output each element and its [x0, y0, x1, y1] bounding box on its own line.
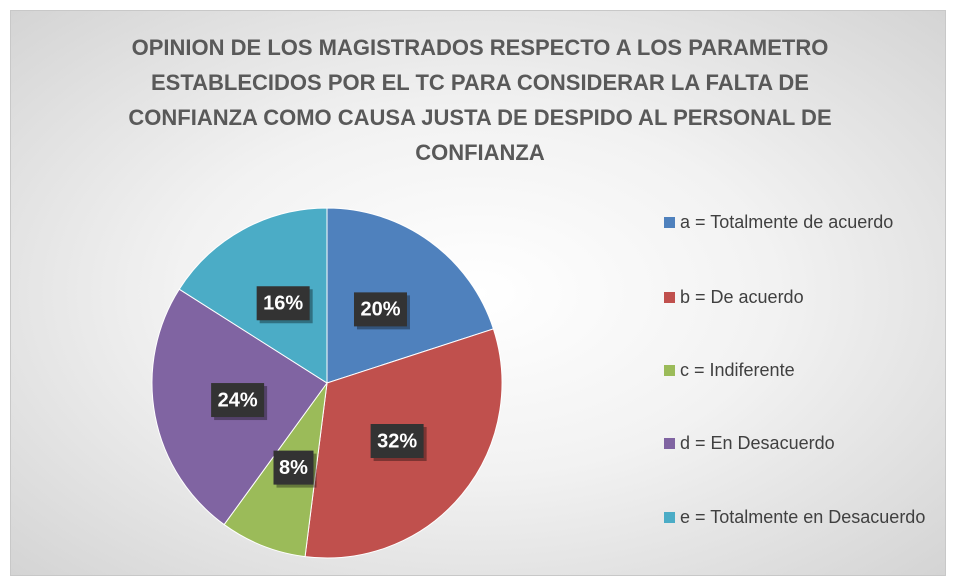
data-label: 24% — [211, 383, 268, 421]
legend-label: c = Indiferente — [680, 360, 795, 380]
data-label-text: 24% — [218, 389, 258, 411]
data-label-box — [370, 424, 424, 459]
legend-item: c = Indiferente — [664, 357, 950, 384]
data-label-text: 8% — [279, 457, 308, 479]
legend-swatch — [664, 292, 675, 303]
data-label-box — [273, 450, 314, 485]
legend-swatch — [664, 512, 675, 523]
data-label-text: 16% — [263, 293, 303, 315]
legend-item: b = De acuerdo — [664, 284, 950, 311]
data-label-text: 20% — [360, 299, 400, 321]
legend-item: e = Totalmente en Desacuerdo — [664, 504, 950, 531]
legend-swatch — [664, 217, 675, 228]
chart-title: OPINION DE LOS MAGISTRADOS RESPECTO A LO… — [128, 35, 832, 165]
legend-label: b = De acuerdo — [680, 287, 804, 307]
data-label-box — [256, 286, 310, 321]
legend-swatch — [664, 365, 675, 376]
data-label: 32% — [370, 424, 427, 462]
legend-swatch — [664, 438, 675, 449]
data-label: 16% — [256, 286, 313, 324]
legend-label: d = En Desacuerdo — [680, 433, 835, 453]
data-label-box — [211, 383, 265, 418]
legend-item: a = Totalmente de acuerdo — [664, 209, 950, 236]
legend-item: d = En Desacuerdo — [664, 430, 950, 457]
data-label: 8% — [273, 450, 317, 488]
legend-label: a = Totalmente de acuerdo — [680, 212, 894, 232]
pie-slice — [326, 207, 495, 384]
chart-area — [10, 10, 946, 576]
data-label: 20% — [353, 292, 410, 330]
data-label-box — [353, 292, 407, 327]
pie-slice — [178, 207, 328, 384]
data-label-text: 32% — [377, 430, 417, 452]
legend-label: e = Totalmente en Desacuerdo — [680, 507, 926, 527]
